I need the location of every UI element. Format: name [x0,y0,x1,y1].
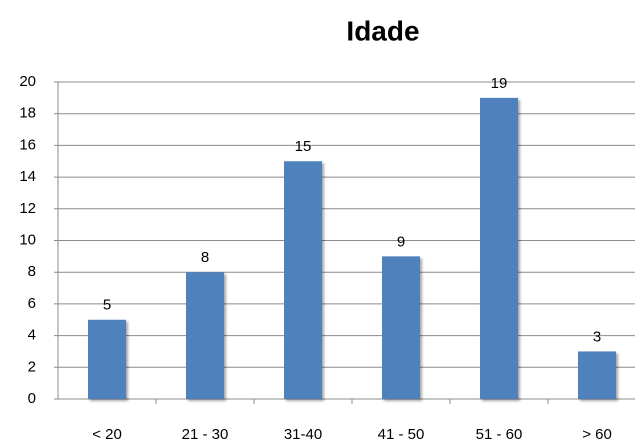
x-tick-label: 41 - 50 [378,426,425,443]
bar [88,319,126,399]
y-tick-label: 4 [28,327,36,344]
y-tick-label: 14 [19,168,36,185]
data-label: 5 [103,297,111,314]
y-tick-label: 16 [19,136,36,153]
y-tick-label: 12 [19,200,36,217]
bar [284,161,322,399]
data-label: 15 [295,138,312,155]
bar [578,351,616,399]
data-label: 3 [593,328,601,345]
x-tick-label: < 20 [92,426,122,443]
data-label: 8 [201,249,209,266]
bar [480,97,518,399]
y-tick-label: 8 [28,263,36,280]
bar [382,256,420,399]
x-tick-label: > 60 [582,426,612,443]
chart-title: Idade [346,15,419,46]
y-tick-label: 20 [19,73,36,90]
data-label: 19 [491,75,508,92]
data-label: 9 [397,233,405,250]
x-tick-label: 21 - 30 [182,426,229,443]
y-tick-label: 18 [19,105,36,122]
x-tick-label: 51 - 60 [476,426,523,443]
y-tick-label: 0 [28,390,36,407]
y-tick-label: 10 [19,231,36,248]
y-tick-label: 6 [28,295,36,312]
y-tick-label: 2 [28,358,36,375]
bar [186,272,224,399]
x-tick-label: 31-40 [284,426,322,443]
